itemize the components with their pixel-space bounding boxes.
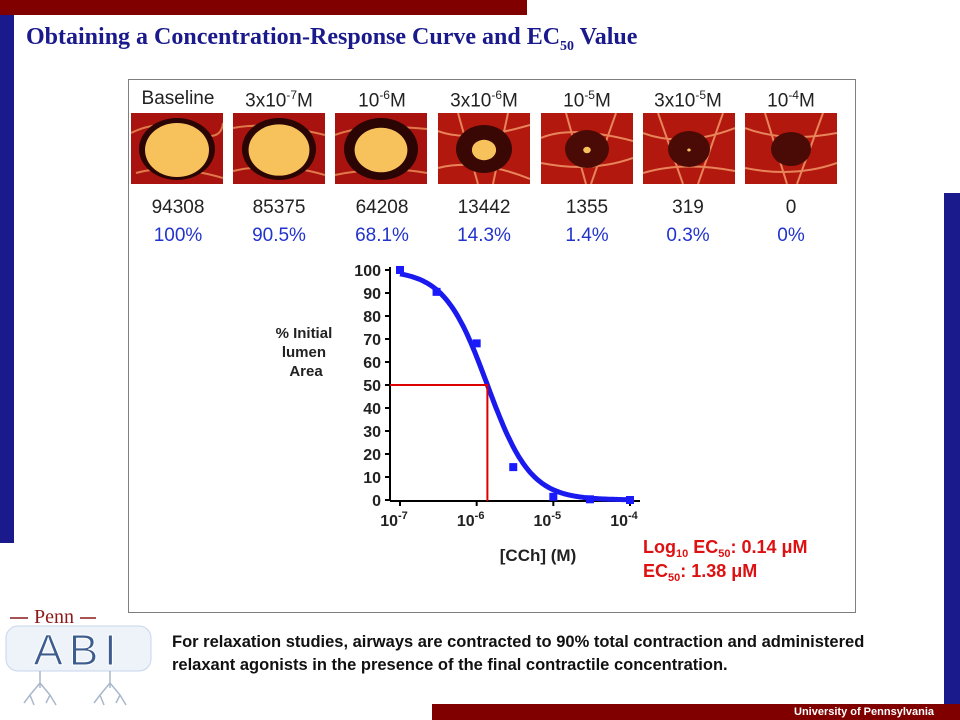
y-tick-label: 80: [363, 309, 381, 326]
conc-label-1e-4: 10-4M: [767, 88, 815, 112]
data-point-0: [396, 266, 404, 274]
data-point-6: [626, 496, 634, 504]
pixel-count-1: 85375: [252, 197, 306, 218]
percent-value-2: 68.1%: [355, 225, 409, 246]
logo-abi-text: ABI: [34, 626, 123, 675]
percent-value-6: 0%: [777, 225, 805, 246]
x-axis-label: [CCh] (M): [500, 546, 576, 565]
pixel-count-5: 319: [672, 197, 704, 218]
slide-title: Obtaining a Concentration-Response Curve…: [26, 24, 637, 55]
data-point-1: [432, 287, 441, 296]
y-tick-label: 30: [363, 424, 381, 441]
data-points: [396, 266, 634, 504]
conc-label-3e-6: 3x10-6M: [450, 88, 518, 112]
y-tick-label: 10: [363, 470, 381, 487]
x-tick-label: 10-6: [457, 510, 485, 530]
footer-university: University of Pennsylvania: [794, 706, 934, 718]
airway-image-0: [131, 113, 223, 184]
caption-text: For relaxation studies, airways are cont…: [172, 633, 865, 674]
data-point-5: [585, 495, 594, 504]
logo-penn-text: Penn: [34, 606, 74, 628]
penn-abi-logo: Penn ABI: [5, 606, 152, 706]
airway-image-1: [233, 113, 325, 184]
log-ec50-annotation: Log10 EC50: 0.14 μM: [643, 537, 808, 560]
title-suffix: Value: [574, 24, 638, 50]
title-subscript: 50: [560, 38, 575, 54]
y-tick-label: 90: [363, 286, 381, 303]
pixel-count-2: 64208: [355, 197, 409, 218]
conc-label-3e-7: 3x10-7M: [245, 88, 313, 112]
y-tick-label: 70: [363, 332, 381, 349]
percent-value-4: 1.4%: [565, 225, 609, 246]
percent-value-0: 100%: [153, 225, 203, 246]
lung-icon: [23, 671, 127, 706]
right-accent-bar: [944, 193, 960, 708]
pixel-count-0: 94308: [151, 197, 205, 218]
pixel-count-4: 1355: [565, 197, 609, 218]
y-tick-label: 20: [363, 447, 381, 464]
airway-image-3: [438, 113, 530, 184]
conc-label-1e-5: 10-5M: [563, 88, 611, 112]
data-point-2: [472, 339, 481, 348]
x-tick-label: 10-4: [610, 510, 638, 530]
title-main: Obtaining a Concentration-Response Curve…: [26, 24, 561, 50]
conc-label-1e-6: 10-6M: [358, 88, 406, 112]
y-tick-label: 40: [363, 401, 381, 418]
airway-image-2: [335, 113, 427, 184]
pixel-count-3: 13442: [457, 197, 511, 218]
pixel-count-6: 0: [785, 197, 797, 218]
data-point-4: [549, 492, 558, 501]
airway-image-4: [541, 113, 633, 184]
top-accent-bar: [0, 0, 527, 15]
footer-bar: [432, 704, 960, 720]
y-axis-label: % Initial lumen Area: [276, 325, 337, 380]
y-tick-label: 60: [363, 355, 381, 372]
left-accent-bar: [0, 15, 14, 543]
percent-value-5: 0.3%: [666, 225, 710, 246]
ec50-annotation: EC50: 1.38 μM: [643, 561, 757, 584]
data-point-3: [509, 463, 518, 472]
airway-image-5: [643, 113, 735, 184]
percent-value-1: 90.5%: [252, 225, 306, 246]
y-tick-label: 0: [372, 493, 381, 510]
conc-label-3e-5: 3x10-5M: [654, 88, 722, 112]
x-tick-label: 10-7: [380, 510, 408, 530]
y-tick-label: 50: [363, 378, 381, 395]
percent-value-3: 14.3%: [457, 225, 511, 246]
y-tick-label: 100: [354, 263, 381, 280]
conc-label-baseline: Baseline: [141, 88, 215, 109]
x-tick-label: 10-5: [534, 510, 562, 530]
ec50-marker-lines: [390, 384, 489, 501]
airway-image-6: [745, 113, 837, 184]
